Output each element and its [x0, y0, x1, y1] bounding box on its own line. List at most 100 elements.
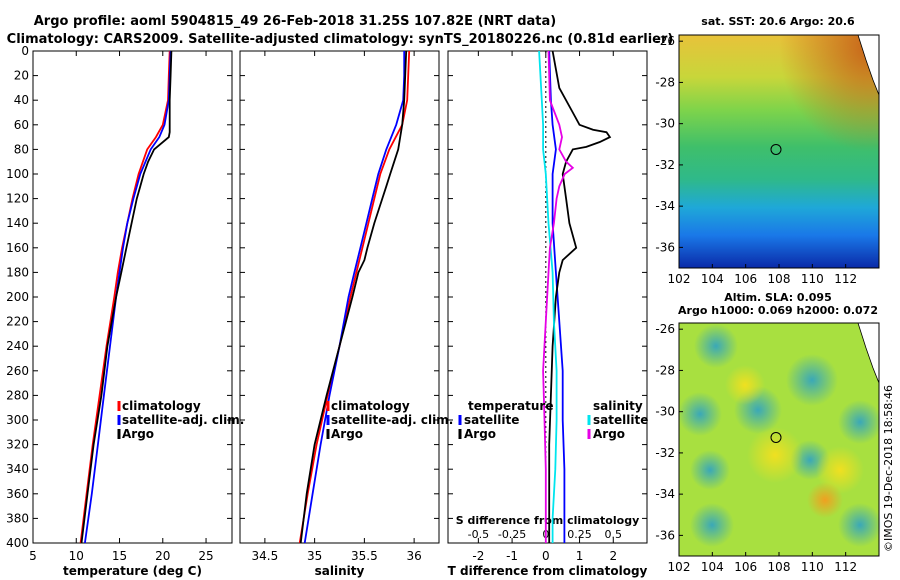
temperature-legend-label: Argo: [122, 427, 154, 441]
differences-series-t-argo: [548, 50, 612, 543]
depth-tick-label: 60: [14, 118, 29, 132]
temperature-frame: [32, 50, 233, 544]
depth-tick-label: 80: [14, 142, 29, 156]
temperature-xtick-label: 5: [29, 549, 37, 563]
sla-high-4: [725, 365, 765, 405]
map-ytick-label: -28: [655, 75, 675, 89]
sla-low-5: [690, 450, 730, 490]
s-xtick-label: -0.25: [498, 528, 526, 541]
depth-tick-label: 160: [6, 241, 29, 255]
depth-tick-label: 180: [6, 265, 29, 279]
diff-legend-label-left: satellite: [464, 413, 519, 427]
map-xtick-label: 108: [768, 272, 791, 286]
salinity-xtick-label: 35: [307, 549, 322, 563]
temperature-legend-label: satellite-adj. clim.: [122, 413, 244, 427]
salinity-xtick-label: 35.5: [351, 549, 378, 563]
s-xtick-label: 0.5: [605, 528, 623, 541]
map-ytick-label: -28: [655, 363, 675, 377]
differences-xtick-label: -2: [472, 549, 484, 563]
temperature-xtick-label: 15: [112, 549, 127, 563]
temperature-series-satellite-adj-clim-: [84, 50, 172, 544]
profile-location-marker: [770, 143, 782, 155]
temperature-xtick-label: 10: [69, 549, 84, 563]
s-xtick-label: -0.5: [468, 528, 489, 541]
temperature-xtick-label: 20: [155, 549, 170, 563]
map-ytick-label: -36: [655, 528, 675, 542]
map-xtick-label: 106: [734, 560, 757, 574]
depth-tick-label: 360: [6, 487, 29, 501]
difference-panel: -2 -1 0 1 2T difference from climatology -0.5…: [447, 50, 648, 578]
sla-high-3: [807, 482, 843, 518]
sla-high-1: [747, 427, 803, 483]
depth-tick-label: 400: [6, 536, 29, 550]
s-xlabel: S difference from climatology: [456, 514, 640, 527]
salinity-xtick-label: 34.5: [252, 549, 279, 563]
map-ytick-label: -26: [655, 322, 675, 336]
depth-tick-label: 340: [6, 462, 29, 476]
profile-location-marker: [770, 431, 782, 443]
temperature-series-argo: [80, 50, 173, 544]
depth-tick-label: 260: [6, 364, 29, 378]
title-line-2: Climatology: CARS2009. Satellite-adjuste…: [7, 32, 674, 47]
map-ytick-label: -32: [655, 158, 675, 172]
salinity-xtick-label: 36: [406, 549, 421, 563]
temperature-xtick-label: 25: [198, 549, 213, 563]
map-xtick-label: 112: [834, 272, 857, 286]
sla-high-2: [816, 446, 864, 494]
salinity-legend-label: climatology: [331, 399, 410, 413]
depth-tick-label: 200: [6, 290, 29, 304]
map-ytick-label: -26: [655, 34, 675, 48]
map-xtick-label: 106: [734, 272, 757, 286]
diff-legend-label-left: Argo: [464, 427, 496, 441]
map-xtick-label: 104: [701, 560, 724, 574]
map-xtick-label: 102: [668, 272, 691, 286]
depth-tick-label: 320: [6, 438, 29, 452]
salinity-panel: 34.5 35 35.5 36 salinity climatologysatellite…: [239, 50, 453, 578]
legend-title-temperature: temperature: [468, 399, 553, 413]
depth-tick-label: 40: [14, 93, 29, 107]
depth-tick-label: 0: [21, 44, 29, 58]
depth-tick-label: 280: [6, 388, 29, 402]
differences-series-s-satellite: [538, 50, 558, 543]
salinity-series-climatology: [298, 50, 411, 544]
salinity-legend-label: satellite-adj. clim.: [331, 413, 453, 427]
sst-map: [678, 34, 880, 269]
differences-series-s-argo: [542, 50, 575, 543]
depth-tick-label: 240: [6, 339, 29, 353]
map-xtick-label: 102: [668, 560, 691, 574]
salinity-frame: [239, 50, 440, 544]
map-ytick-label: -34: [655, 487, 675, 501]
sla-low-8: [690, 503, 734, 547]
salinity-series-argo: [299, 50, 408, 544]
sla-low-1: [694, 324, 738, 368]
depth-axis-labels: 0 20 40 60 80 100 120 140 160 180 200 220 240 260 280 3…: [6, 44, 29, 550]
differences-xlabel: T difference from climatology: [448, 564, 648, 578]
map-xtick-label: 112: [834, 560, 857, 574]
legend-title-salinity: salinity: [593, 399, 643, 413]
sla-low-9: [838, 503, 882, 547]
map-axes: 102 104 106 108 110 112 -26 -28 -30 -32 -34 -36 102 1…: [655, 34, 857, 574]
map-ytick-label: -36: [655, 240, 675, 254]
watermark: ©IMOS 19-Dec-2018 18:58:46: [882, 385, 895, 552]
sla-map-title-2: Argo h1000: 0.069 h2000: 0.072: [678, 304, 878, 317]
differences-xtick-label: 2: [609, 549, 617, 563]
depth-tick-label: 20: [14, 69, 29, 83]
s-xtick-label: 0.25: [567, 528, 592, 541]
sst-map-title: sat. SST: 20.6 Argo: 20.6: [701, 15, 855, 28]
depth-tick-label: 300: [6, 413, 29, 427]
title-line-1: Argo profile: aoml 5904815_49 26-Feb-201…: [34, 14, 556, 29]
depth-tick-label: 380: [6, 511, 29, 525]
salinity-series-satellite-adj-clim-: [303, 51, 406, 544]
salinity-legend-label: Argo: [331, 427, 363, 441]
sla-map: [678, 322, 882, 557]
map-xtick-label: 108: [768, 560, 791, 574]
depth-tick-label: 120: [6, 192, 29, 206]
sla-low-3: [678, 392, 722, 436]
map-ytick-label: -34: [655, 199, 675, 213]
sla-map-title-1: Altim. SLA: 0.095: [724, 291, 831, 304]
map-ytick-label: -30: [655, 405, 675, 419]
map-xtick-label: 110: [801, 272, 824, 286]
map-ytick-label: -32: [655, 446, 675, 460]
depth-tick-label: 100: [6, 167, 29, 181]
